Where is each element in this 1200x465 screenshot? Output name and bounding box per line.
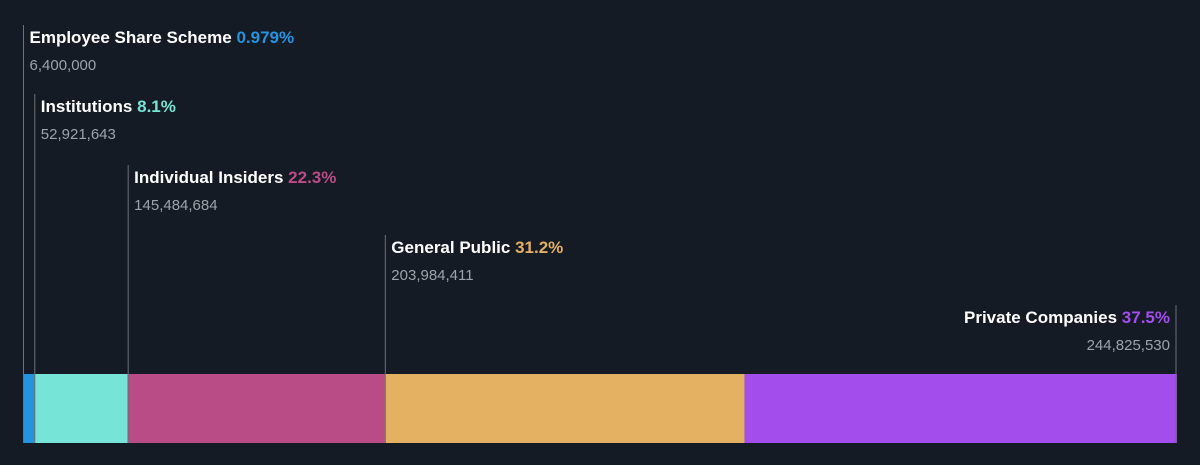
bar-segment xyxy=(23,374,35,443)
percent-label: 37.5% xyxy=(1122,308,1170,327)
share-count: 145,484,684 xyxy=(134,197,217,214)
bar-segment xyxy=(127,374,385,443)
percent-label: 8.1% xyxy=(137,97,176,116)
segment-label: Employee Share Scheme 0.979% xyxy=(30,28,295,47)
category-name: Individual Insiders xyxy=(134,168,283,187)
share-count: 203,984,411 xyxy=(391,267,473,284)
segment-label: Individual Insiders 22.3% xyxy=(134,168,336,187)
share-count: 52,921,643 xyxy=(41,126,116,143)
segment-label: Institutions 8.1% xyxy=(41,97,176,116)
category-name: General Public xyxy=(391,238,510,257)
bar-segment xyxy=(34,374,128,443)
segment-label: General Public 31.2% xyxy=(391,238,563,257)
category-name: Employee Share Scheme xyxy=(30,28,232,47)
bar-segment xyxy=(384,374,745,443)
bar-segment xyxy=(744,374,1177,443)
percent-label: 22.3% xyxy=(288,168,336,187)
percent-label: 0.979% xyxy=(236,28,294,47)
share-count: 244,825,530 xyxy=(1087,337,1170,354)
share-count: 6,400,000 xyxy=(30,57,97,74)
segment-label: Private Companies 37.5% xyxy=(964,308,1170,327)
category-name: Private Companies xyxy=(964,308,1117,327)
category-name: Institutions xyxy=(41,97,133,116)
percent-label: 31.2% xyxy=(515,238,563,257)
